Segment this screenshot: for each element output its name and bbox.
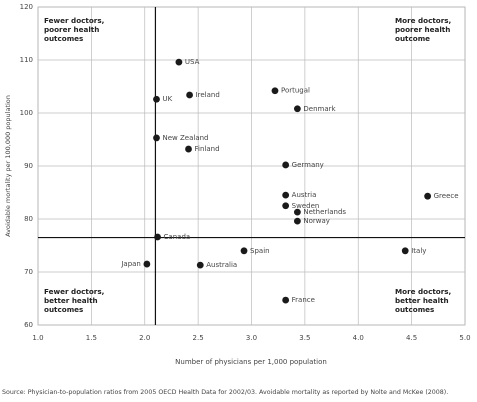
y-tick-label: 90 <box>24 162 33 170</box>
data-point <box>294 105 301 113</box>
quadrant-label: poorer health <box>44 25 99 34</box>
quadrant-label: outcomes <box>44 305 83 314</box>
point-label: Sweden <box>292 202 320 210</box>
data-point <box>401 247 409 255</box>
x-tick-label: 3.0 <box>246 334 257 342</box>
source-note: Source: Physician-to-population ratios f… <box>2 389 448 396</box>
x-tick-label: 2.0 <box>139 334 150 342</box>
point-label: Finland <box>195 145 220 153</box>
data-point <box>282 202 290 210</box>
x-tick-label: 5.0 <box>459 334 470 342</box>
point-label: UK <box>162 95 172 103</box>
y-tick-label: 70 <box>24 268 33 276</box>
quadrant-label: More doctors, <box>395 287 451 296</box>
quadrant-label: better health <box>395 296 449 305</box>
point-label: Ireland <box>196 91 220 99</box>
data-point <box>153 134 160 142</box>
point-label: Portugal <box>281 87 310 95</box>
y-tick-label: 80 <box>24 215 33 223</box>
quadrant-label: Fewer doctors, <box>44 287 104 296</box>
point-label: Netherlands <box>303 208 346 216</box>
data-point <box>271 87 279 95</box>
point-label: Norway <box>303 217 330 225</box>
data-point <box>294 208 301 216</box>
point-label: Germany <box>292 161 324 169</box>
point-label: Austria <box>292 191 317 199</box>
quadrant-label: Fewer doctors, <box>44 16 104 25</box>
point-label: Spain <box>250 247 270 255</box>
point-label: USA <box>185 58 200 66</box>
x-tick-label: 1.5 <box>86 334 97 342</box>
point-label: Japan <box>120 260 141 268</box>
data-point <box>175 58 183 66</box>
y-tick-label: 110 <box>20 56 33 64</box>
y-tick-label: 100 <box>20 109 33 117</box>
point-label: Greece <box>434 192 459 200</box>
y-tick-label: 120 <box>20 3 33 11</box>
quadrant-label: poorer health <box>395 25 450 34</box>
data-point <box>424 192 432 200</box>
x-tick-label: 4.0 <box>353 334 364 342</box>
data-point <box>154 233 161 241</box>
data-point <box>186 91 193 99</box>
point-label: Italy <box>411 247 426 255</box>
y-tick-label: 60 <box>24 321 33 329</box>
quadrant-label: More doctors, <box>395 16 451 25</box>
point-label: Canada <box>164 233 191 241</box>
data-point <box>185 145 192 153</box>
x-tick-label: 3.5 <box>299 334 310 342</box>
quadrant-label: outcomes <box>44 34 83 43</box>
data-point <box>240 247 248 255</box>
point-label: New Zealand <box>162 134 208 142</box>
x-tick-label: 4.5 <box>406 334 417 342</box>
x-tick-label: 1.0 <box>32 334 43 342</box>
x-axis-title: Number of physicians per 1,000 populatio… <box>175 358 327 366</box>
quadrant-label: outcomes <box>395 305 434 314</box>
point-label: Denmark <box>303 105 336 113</box>
data-point <box>294 217 301 225</box>
y-axis-title: Avoidable mortality per 100,000 populati… <box>4 95 12 237</box>
data-point <box>143 260 151 268</box>
data-point <box>282 296 290 304</box>
data-point <box>282 161 290 169</box>
data-point <box>282 191 290 199</box>
quadrant-label: better health <box>44 296 98 305</box>
data-point <box>153 95 160 103</box>
quadrant-label: outcome <box>395 34 430 43</box>
point-label: France <box>292 296 315 304</box>
data-point <box>196 261 204 269</box>
point-label: Australia <box>206 261 237 269</box>
x-tick-label: 2.5 <box>193 334 204 342</box>
